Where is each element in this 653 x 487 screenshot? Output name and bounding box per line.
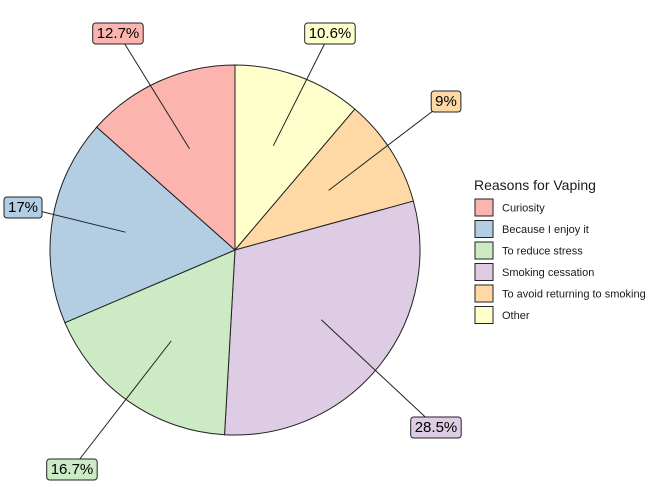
legend-label: To reduce stress [502,246,583,258]
legend-swatch [474,263,494,281]
legend-item-to-avoid-returning-to-smoking: To avoid returning to smoking [474,284,646,303]
leader-line-to-avoid-returning-to-smoking [328,100,447,191]
slice-label-box [92,22,144,45]
slice-label-box [46,458,98,481]
pie-slice-to-avoid-returning-to-smoking [233,108,415,251]
slice-label-to-reduce-stress: 16.7% [46,458,98,481]
legend-item-curiosity: Curiosity [474,198,545,217]
legend-label: Curiosity [502,203,545,215]
slice-label-text: 28.5% [415,419,458,436]
slice-label-box [304,22,356,45]
leader-line-to-reduce-stress [71,340,172,470]
legend-label: Smoking cessation [502,267,594,279]
leader-line-other [272,32,331,147]
slice-labels: 10.6% 9% 28.5% 16.7% 17% 12.7% [3,22,462,481]
leader-line-curiosity [117,32,190,150]
legend-swatch [474,220,494,238]
label-leader-lines [22,32,447,470]
legend-label: To avoid returning to smoking [502,289,646,301]
slice-label-to-avoid-returning-to-smoking: 9% [430,90,462,113]
legend-swatch [474,198,494,217]
legend-item-other: Other [474,306,530,324]
legend: Reasons for Vaping Curiosity Because I en… [474,177,646,324]
slice-label-text: 12.7% [97,25,140,42]
slice-label-box [3,196,43,219]
pie-slice-to-reduce-stress [64,249,236,436]
slice-label-text: 16.7% [51,461,94,478]
pie-slice-because-i-enjoy-it [49,126,236,324]
legend-swatch [474,306,494,324]
slice-label-text: 17% [8,199,38,216]
slice-label-smoking-cessation: 28.5% [410,416,462,439]
legend-label: Other [502,310,530,322]
slice-label-other: 10.6% [304,22,356,45]
leader-line-smoking-cessation [320,319,437,428]
slice-label-curiosity: 12.7% [92,22,144,45]
slice-label-text: 9% [435,93,457,110]
slice-label-box [430,90,462,113]
slice-label-box [410,416,462,439]
legend-title: Reasons for Vaping [474,177,596,193]
slice-label-because-i-enjoy-it: 17% [3,196,43,219]
pie-slice-smoking-cessation [224,200,421,436]
pie-slice-other [234,64,356,252]
legend-item-smoking-cessation: Smoking cessation [474,263,594,281]
slice-label-text: 10.6% [309,25,352,42]
legend-swatch [474,241,494,260]
legend-item-to-reduce-stress: To reduce stress [474,241,583,260]
legend-label: Because I enjoy it [502,224,589,236]
legend-swatch [474,284,494,303]
legend-item-because-i-enjoy-it: Because I enjoy it [474,220,589,238]
pie-slices [49,64,421,436]
pie-slice-curiosity [95,64,236,252]
